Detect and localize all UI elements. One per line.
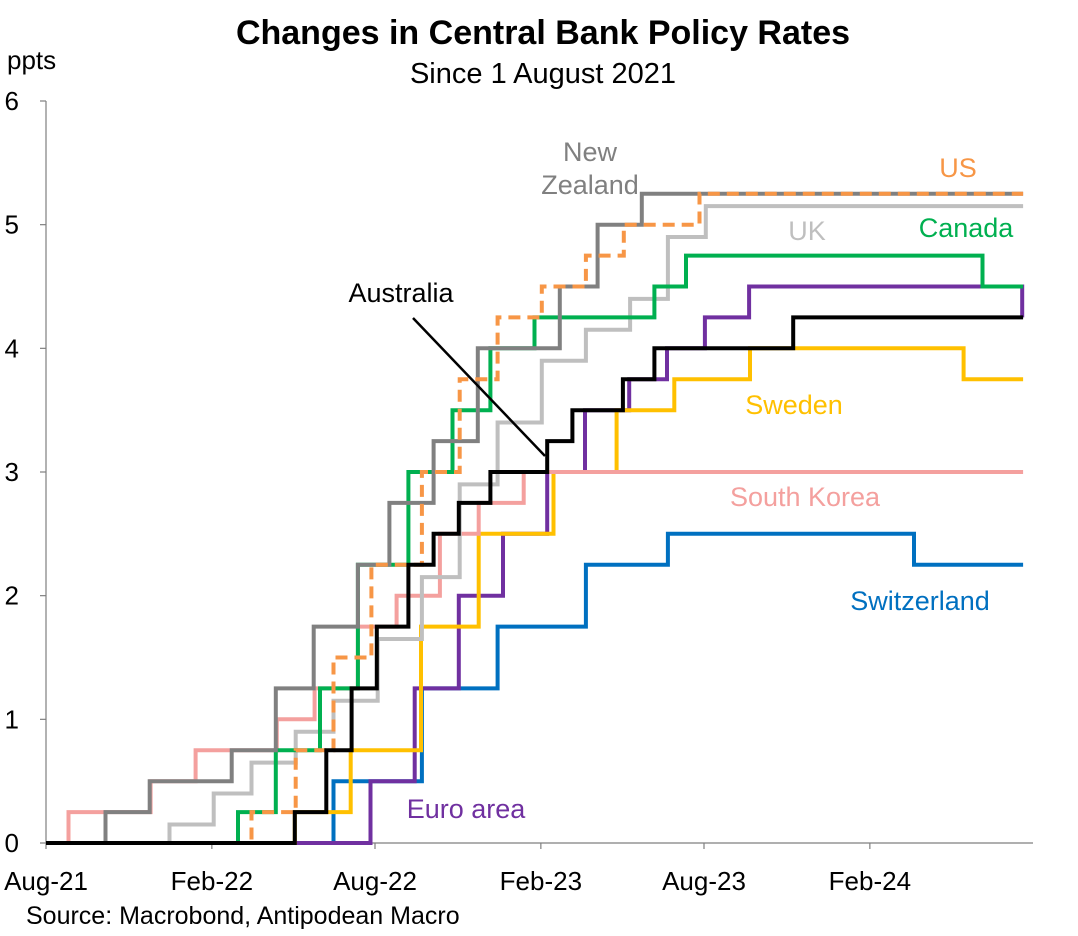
y-tick-label: 2	[5, 581, 19, 611]
line-chart: 0 1 2 3 4 5 6 Aug-21 Feb-22 Aug-22 Feb-23 Aug-23 Feb…	[4, 86, 1033, 896]
series-label-australia: Australia	[348, 278, 454, 308]
series-label-south-korea: South Korea	[730, 482, 881, 512]
x-tick-label: Aug-22	[333, 866, 417, 896]
x-tick-label: Feb-22	[171, 866, 253, 896]
y-tick-label: 5	[5, 210, 19, 240]
y-tick-label: 1	[5, 704, 19, 734]
series-line-south-korea	[46, 470, 1024, 845]
series-label-switzerland: Switzerland	[850, 586, 990, 616]
series-label-us: US	[939, 153, 977, 183]
australia-pointer-line	[412, 317, 546, 457]
series-line-new-zealand	[46, 191, 1024, 845]
series-label-new-zealand: New Zealand	[541, 137, 639, 200]
series-line-australia	[46, 315, 1024, 845]
series-label-canada: Canada	[919, 213, 1015, 243]
y-tick-label: 0	[5, 828, 19, 858]
series-label-sweden: Sweden	[745, 390, 843, 420]
chart-title: Changes in Central Bank Policy Rates	[235, 14, 851, 52]
x-tick-label: Aug-23	[662, 866, 746, 896]
series-line-sweden	[46, 346, 1024, 845]
x-tick-label: Feb-24	[829, 866, 911, 896]
series-lines	[46, 191, 1025, 845]
y-tick-label: 4	[5, 333, 19, 363]
series-line-euro-area	[46, 284, 1025, 845]
y-axis-label: ppts	[7, 45, 57, 75]
y-tick-label: 3	[5, 457, 19, 487]
series-line-uk	[46, 204, 1024, 845]
y-tick-label: 6	[5, 86, 19, 116]
source-note: Source: Macrobond, Antipodean Macro	[26, 902, 460, 930]
series-line-canada	[46, 253, 1024, 845]
x-tick-label: Aug-21	[4, 866, 88, 896]
series-line-us	[46, 191, 1024, 845]
series-label-uk: UK	[788, 216, 826, 246]
series-labels: New Zealand US UK Canada Australia Sweden South…	[348, 137, 1014, 824]
series-line-switzerland	[46, 531, 1024, 845]
chart-subtitle: Since 1 August 2021	[409, 58, 677, 90]
x-tick-label: Feb-23	[500, 866, 582, 896]
series-label-euro-area: Euro area	[407, 794, 527, 824]
